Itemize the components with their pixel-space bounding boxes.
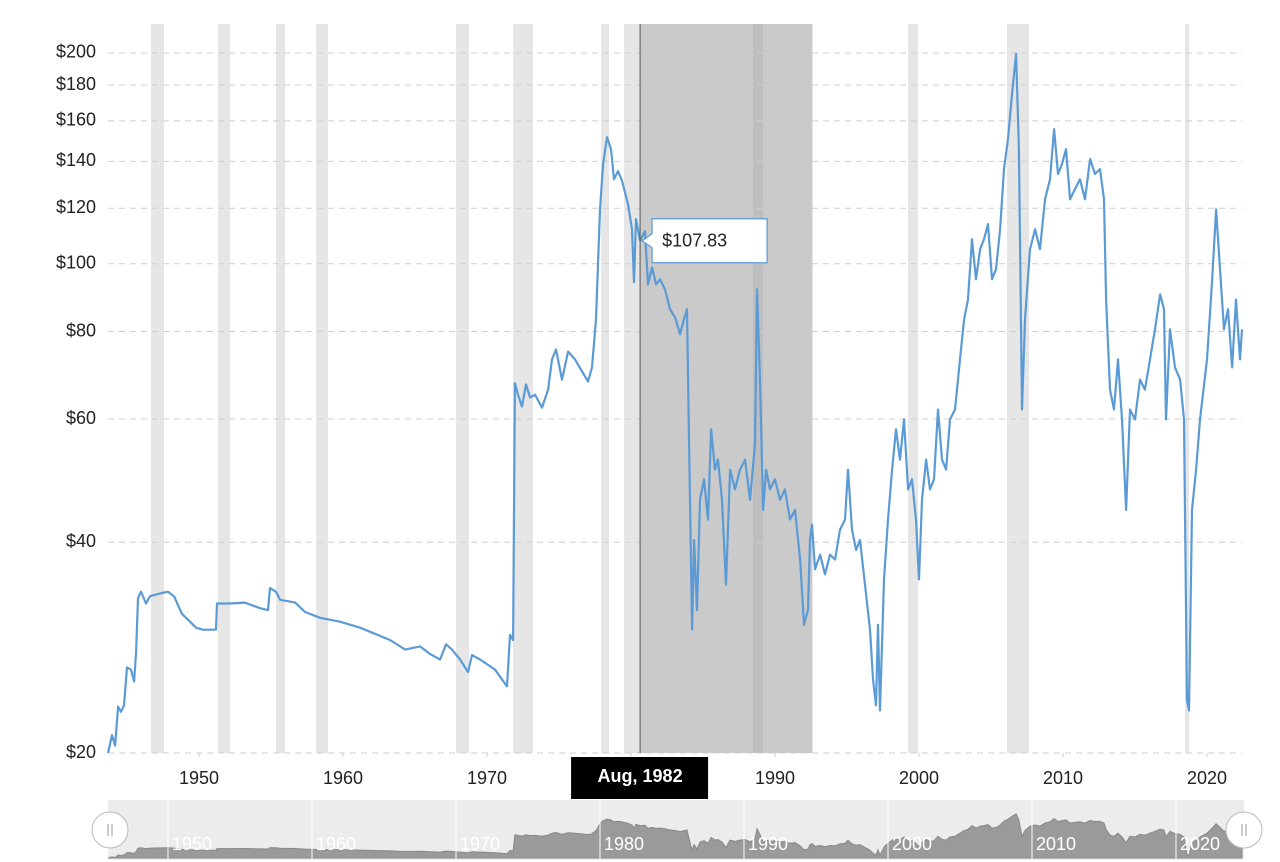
y-tick-label: $160: [56, 110, 96, 130]
y-tick-label: $120: [56, 197, 96, 217]
x-label-box: [571, 757, 709, 799]
navigator-handle[interactable]: [91, 811, 129, 849]
navigator-handle[interactable]: [1225, 811, 1263, 849]
tooltip-box: [641, 218, 768, 264]
recession-band: [151, 24, 165, 753]
recession-band: [1184, 24, 1190, 753]
handle-circle[interactable]: [91, 811, 129, 849]
x-tick-label: 2000: [899, 768, 939, 788]
x-tick-label: 2020: [1187, 768, 1227, 788]
y-tick-label: $20: [66, 742, 96, 762]
navigator-label: 1980: [604, 834, 644, 854]
recession-band: [276, 24, 285, 753]
y-tick-label: $40: [66, 531, 96, 551]
navigator-label: 2020: [1180, 834, 1220, 854]
y-tick-label: $80: [66, 320, 96, 340]
navigator-label: 2010: [1036, 834, 1076, 854]
x-tick-label: 1990: [755, 768, 795, 788]
navigator-label: 1990: [748, 834, 788, 854]
tooltip: $107.83: [641, 218, 768, 264]
x-tick-label: 1950: [179, 768, 219, 788]
x-tick-label: 1960: [323, 768, 363, 788]
y-tick-label: $100: [56, 252, 96, 272]
recession-band: [601, 24, 609, 753]
recession-band: [513, 24, 533, 753]
tooltip-value: $107.83: [662, 231, 727, 251]
navigator-label: 1970: [460, 834, 500, 854]
y-tick-label: $180: [56, 74, 96, 94]
navigator-label: 2000: [892, 834, 932, 854]
recession-band: [1006, 24, 1030, 753]
recession-band: [908, 24, 918, 753]
highlight-band: [640, 24, 813, 753]
recession-band: [316, 24, 329, 753]
x-tick-label: 2010: [1043, 768, 1083, 788]
x-label: Aug, 1982: [598, 766, 683, 786]
recession-band: [623, 24, 641, 753]
y-tick-label: $200: [56, 42, 96, 62]
navigator-area: [107, 813, 1243, 859]
navigator-label: 1950: [172, 834, 212, 854]
y-tick-label: $60: [66, 408, 96, 428]
recession-band: [218, 24, 230, 753]
handle-circle[interactable]: [1225, 811, 1263, 849]
x-tick-label: 1970: [467, 768, 507, 788]
price-line: [106, 52, 1244, 754]
recession-band: [456, 24, 470, 753]
navigator-label: 1960: [316, 834, 356, 854]
y-tick-label: $140: [56, 150, 96, 170]
